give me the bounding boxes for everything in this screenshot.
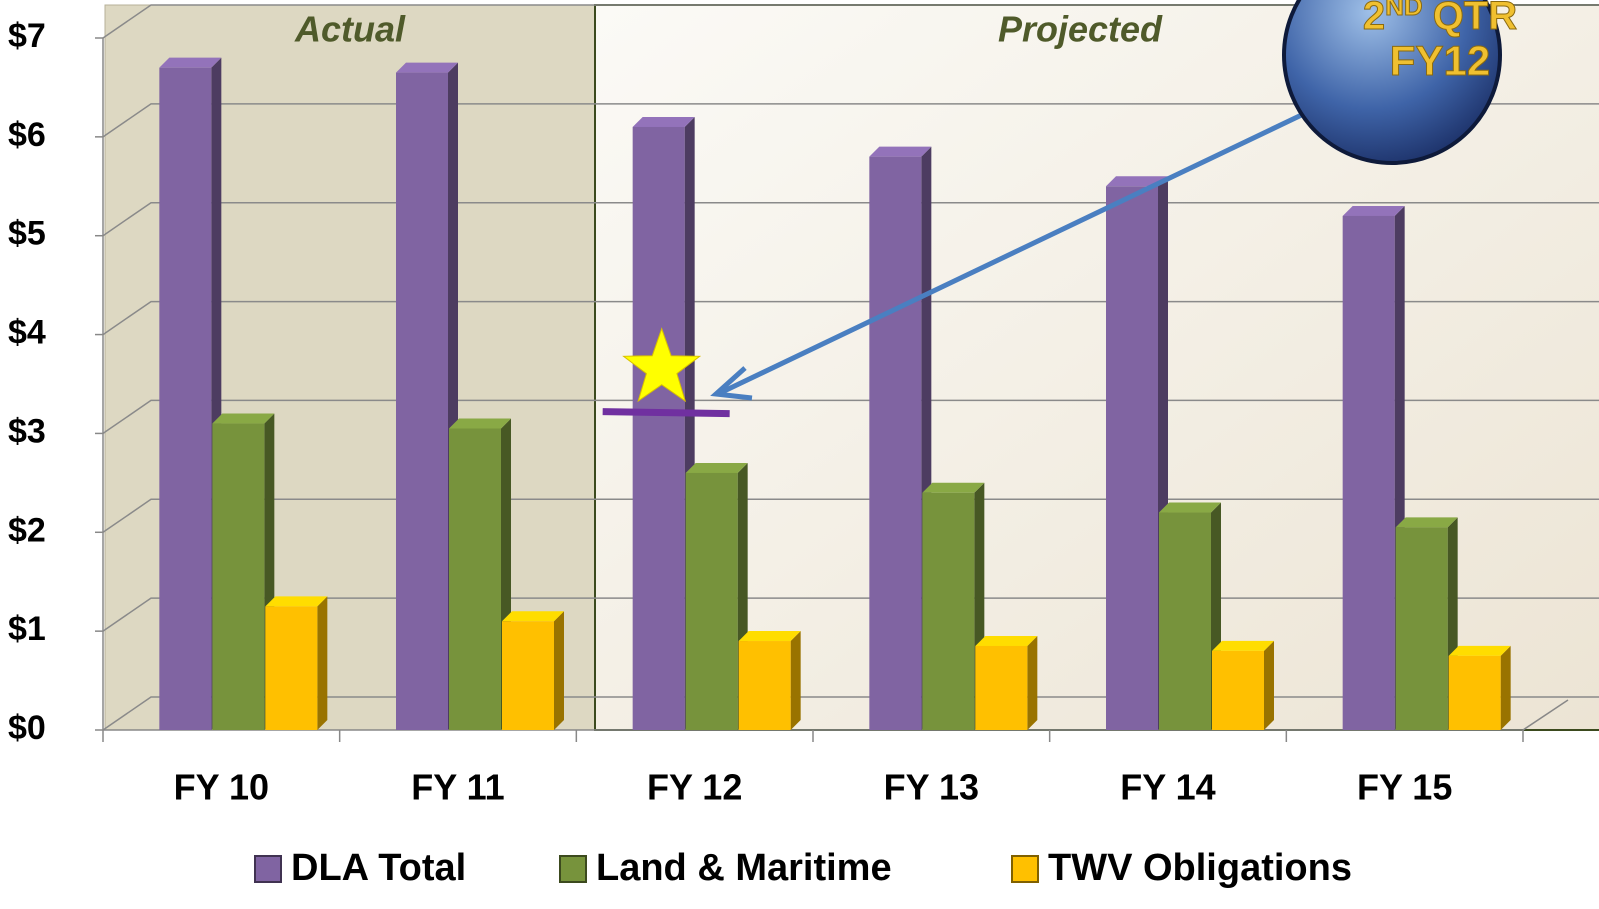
grid-line xyxy=(102,4,1599,39)
bar-top xyxy=(869,146,932,157)
x-tick-label: FY 13 xyxy=(884,767,979,808)
bar xyxy=(1342,215,1395,730)
bar-top xyxy=(1342,205,1405,216)
bar-side xyxy=(1264,640,1274,730)
bar xyxy=(265,606,318,730)
bar-side xyxy=(317,596,328,730)
badge-ordinal: 2 xyxy=(1363,0,1385,38)
arrow xyxy=(718,107,1314,396)
bar-top xyxy=(1448,645,1511,656)
legend-label: DLA Total xyxy=(291,847,466,889)
badge-circle xyxy=(1282,0,1502,165)
badge: 2ND QTR FY12 xyxy=(1282,0,1518,165)
x-tick-label: FY 12 xyxy=(647,767,742,808)
bar-top xyxy=(212,413,275,424)
bar-top xyxy=(632,116,695,127)
bar xyxy=(502,621,554,730)
badge-year: FY12 xyxy=(1390,37,1490,84)
bar-top xyxy=(738,631,801,642)
y-tick-label: $7 xyxy=(8,17,46,55)
marker-line xyxy=(602,408,730,418)
bar xyxy=(922,492,975,730)
badge-suffix: ND xyxy=(1385,0,1423,21)
bar xyxy=(975,645,1028,730)
y-tick-label: $6 xyxy=(8,116,46,154)
y-tick-label: $2 xyxy=(8,511,46,549)
bar xyxy=(1395,527,1448,730)
bar-side xyxy=(790,631,801,730)
actual-label: Actual xyxy=(294,9,406,50)
bar-top xyxy=(975,635,1038,646)
x-tick-label: FY 15 xyxy=(1357,767,1452,808)
badge-qtr: QTR xyxy=(1433,0,1518,38)
floor-edge xyxy=(1522,699,1569,731)
x-tick-label: FY 11 xyxy=(411,767,504,808)
bar-side xyxy=(1500,645,1511,730)
bar xyxy=(212,423,265,730)
bar xyxy=(869,156,922,731)
bar xyxy=(449,428,501,730)
arrow-head xyxy=(710,366,753,401)
bars xyxy=(159,57,1511,731)
y-tick-label: $4 xyxy=(8,314,46,352)
legend-swatch xyxy=(1011,855,1039,883)
badge-quarter: 2ND QTR xyxy=(1363,0,1517,38)
bar xyxy=(1212,650,1264,730)
bar-top xyxy=(396,62,458,73)
bar-top xyxy=(502,611,564,622)
bar xyxy=(1448,655,1501,730)
projected-label: Projected xyxy=(998,9,1163,50)
bar-top xyxy=(449,418,511,429)
bar-top xyxy=(159,57,222,68)
y-tick-label: $3 xyxy=(8,412,46,450)
star xyxy=(622,327,702,403)
bar-top xyxy=(922,482,985,493)
bar-top xyxy=(265,596,328,607)
y-tick-label: $0 xyxy=(8,709,46,747)
legend-label: TWV Obligations xyxy=(1048,847,1352,889)
grid-line xyxy=(102,103,1599,138)
bar-top xyxy=(1159,502,1221,513)
bar-top xyxy=(685,462,748,473)
legend-label: Land & Maritime xyxy=(596,847,892,889)
bar xyxy=(1106,186,1158,731)
bar xyxy=(159,67,212,730)
legend-swatch xyxy=(254,855,282,883)
y-tick-label: $1 xyxy=(8,610,46,648)
bar xyxy=(738,641,791,730)
legend-swatch xyxy=(559,855,587,883)
bar-side xyxy=(554,611,564,730)
bar-top xyxy=(1395,517,1458,528)
x-tick-label: FY 14 xyxy=(1120,767,1215,808)
bar xyxy=(685,472,738,730)
bar-side xyxy=(1027,635,1038,730)
bar xyxy=(632,126,685,730)
y-tick-label: $5 xyxy=(8,215,46,253)
bar-top xyxy=(1212,640,1274,651)
bar xyxy=(396,72,448,731)
x-tick-label: FY 10 xyxy=(174,767,269,808)
bar xyxy=(1159,512,1211,730)
